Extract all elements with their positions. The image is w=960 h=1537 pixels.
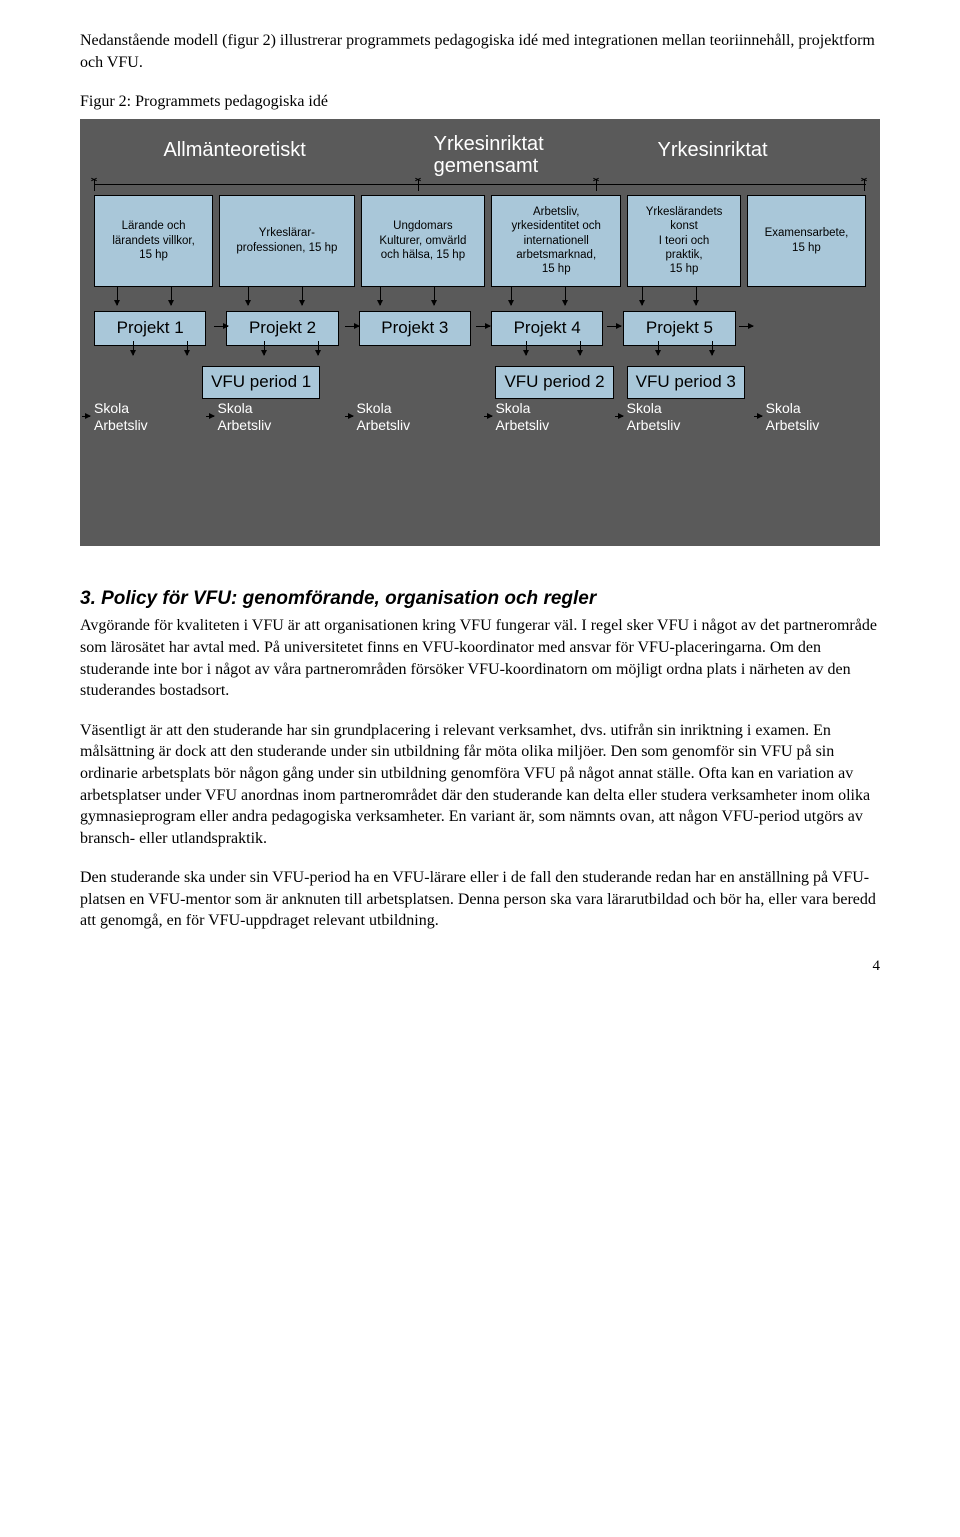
skola-arbetsliv-label: SkolaArbetsliv [218,400,272,434]
body-paragraph-2: Väsentligt är att den studerande har sin… [80,720,880,850]
course-box: UngdomarsKulturer, omvärldoch hälsa, 15 … [361,195,486,287]
arrow-right [739,326,753,327]
section-heading: 3. Policy för VFU: genomförande, organis… [80,586,880,612]
arrow-down [434,287,435,305]
arrow-down [511,287,512,305]
axis-line [94,184,866,185]
arrow-down [187,341,188,355]
skola-arbetsliv-label: SkolaArbetsliv [766,400,820,434]
projekt-box: Projekt 5 [623,311,735,346]
axis-tick [864,179,865,191]
axis-tick [596,179,597,191]
arrow-right [484,416,492,417]
body-paragraph-1: Avgörande för kvaliteten i VFU är att or… [80,615,880,701]
arrow-right [615,416,623,417]
arrow-down [642,287,643,305]
intro-paragraph: Nedanstående modell (figur 2) illustrera… [80,30,880,73]
arrow-down [526,341,527,355]
arrow-right [214,326,228,327]
arrow-down [380,287,381,305]
skola-arbetsliv-label: SkolaArbetsliv [495,400,549,434]
arrow-right [345,416,353,417]
projekt-box: Projekt 3 [359,311,471,346]
arrow-down [712,341,713,355]
axis-label-3: Yrkesinriktat [658,137,768,164]
arrow-right [607,326,621,327]
arrow-down [117,287,118,305]
vfu-period-box: VFU period 2 [495,366,613,399]
page-number: 4 [80,956,880,976]
projekt-spacer [756,311,866,346]
vfu-period-box: VFU period 3 [627,366,745,399]
arrow-down [264,341,265,355]
course-box: Lärande ochlärandets villkor,15 hp [94,195,213,287]
course-box: Arbetsliv,yrkesidentitet ochinternatione… [491,195,621,287]
arrow-down [580,341,581,355]
arrow-right [754,416,762,417]
arrow-down [302,287,303,305]
arrow-down [318,341,319,355]
course-box: YrkeslärandetskonstI teori ochpraktik,15… [627,195,741,287]
figure-2-diagram: Allmänteoretiskt Yrkesinriktat gemensamt… [80,119,880,546]
axis-tick [418,179,419,191]
arrow-down [658,341,659,355]
arrow-right [206,416,214,417]
skola-arbetsliv-label: SkolaArbetsliv [627,400,681,434]
skola-arbetsliv-label: SkolaArbetsliv [94,400,148,434]
arrow-down [696,287,697,305]
body-paragraph-3: Den studerande ska under sin VFU-period … [80,867,880,932]
projekt-box: Projekt 1 [94,311,206,346]
projekt-row: Projekt 1 Projekt 2 Projekt 3 Projekt 4 Proj… [94,311,866,346]
arrow-down [171,287,172,305]
vfu-row: VFU period 1VFU period 2VFU period 3Skol… [94,366,866,436]
course-box: Examensarbete,15 hp [747,195,866,287]
arrow-down [133,341,134,355]
projekt-box: Projekt 2 [226,311,338,346]
skola-arbetsliv-label: SkolaArbetsliv [356,400,410,434]
arrow-right [345,326,359,327]
axis-label-1: Allmänteoretiskt [163,137,305,164]
arrow-right [476,326,490,327]
axis-label-2: Yrkesinriktat gemensamt [434,133,574,177]
arrow-down [565,287,566,305]
figure-caption: Figur 2: Programmets pedagogiska idé [80,91,880,113]
projekt-box: Projekt 4 [491,311,603,346]
course-box: Yrkeslärar-professionen, 15 hp [219,195,354,287]
axis-tick [94,179,95,191]
course-row: Lärande ochlärandets villkor,15 hpYrkesl… [94,195,866,287]
axis-row: Allmänteoretiskt Yrkesinriktat gemensamt… [94,137,866,187]
arrow-down [248,287,249,305]
vfu-period-box: VFU period 1 [202,366,320,399]
arrow-right [82,416,90,417]
